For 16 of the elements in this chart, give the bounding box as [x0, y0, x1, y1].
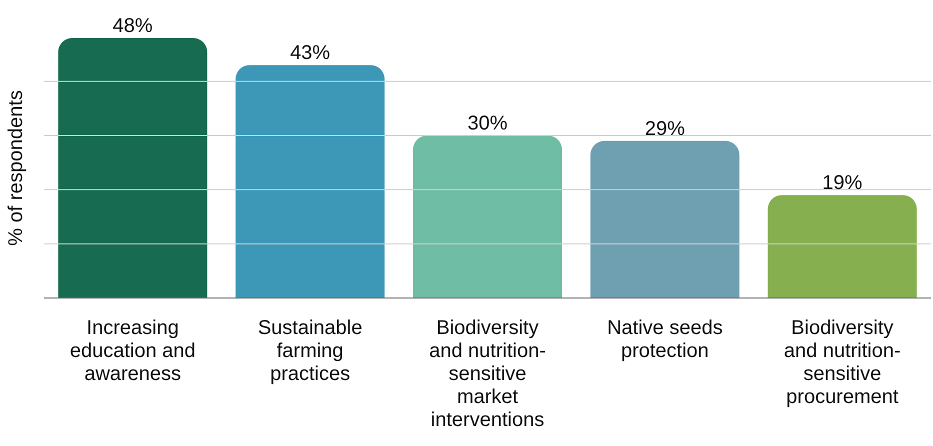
x-tick-label: Sustainable farming practices: [258, 317, 362, 385]
data-label: 29%: [644, 118, 686, 140]
y-axis-title: % of respondents: [5, 90, 28, 246]
data-label: 43%: [290, 42, 330, 64]
bar: [412, 136, 562, 298]
x-tick-label: Biodiversity and nutrition-sensitive market interventions: [429, 317, 546, 431]
bar: [590, 140, 740, 298]
bar: [58, 38, 208, 298]
data-label: 30%: [467, 112, 508, 134]
bar: [768, 195, 917, 298]
x-tick-label: Increasing education and awareness: [70, 317, 196, 385]
x-tick-label: Biodiversity and nutrition-sensitive procurement: [784, 317, 901, 408]
bar: [236, 65, 385, 298]
data-label: 19%: [822, 172, 863, 194]
x-tick-label: Native seeds protection: [607, 317, 723, 362]
data-label: 48%: [112, 15, 153, 37]
